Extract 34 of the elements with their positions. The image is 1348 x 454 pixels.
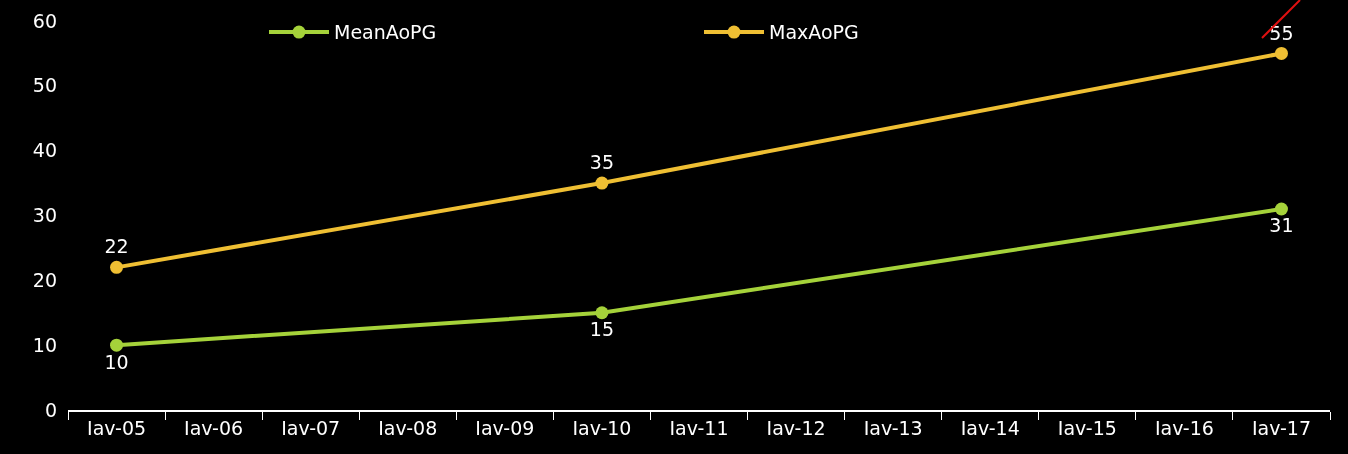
x-tick-label: Iav-11 bbox=[669, 416, 729, 439]
x-tick-label: Iav-14 bbox=[960, 416, 1020, 439]
point bbox=[110, 338, 124, 352]
data-label: 15 bbox=[589, 318, 615, 341]
point bbox=[595, 306, 609, 320]
y-tick-label: 30 bbox=[32, 204, 57, 227]
x-tick-label: Iav-05 bbox=[87, 416, 147, 439]
data-label: 35 bbox=[589, 151, 615, 174]
x-tick-label: Iav-15 bbox=[1057, 416, 1117, 439]
y-tick-label: 40 bbox=[32, 139, 57, 162]
data-label: 10 bbox=[104, 350, 129, 373]
point bbox=[110, 260, 124, 274]
point bbox=[1274, 202, 1288, 216]
x-tick-label: Iav-08 bbox=[378, 416, 438, 439]
data-label: 22 bbox=[104, 235, 129, 258]
x-tick-label: Iav-10 bbox=[572, 416, 632, 439]
x-tick-label: Iav-13 bbox=[863, 416, 923, 439]
legend-label: MeanAoPG bbox=[334, 21, 437, 44]
y-tick-label: 50 bbox=[32, 74, 57, 97]
x-tick-label: Iav-06 bbox=[184, 416, 244, 439]
y-tick-label: 0 bbox=[44, 398, 57, 421]
x-tick-label: Iav-16 bbox=[1154, 416, 1214, 439]
data-label: 55 bbox=[1269, 21, 1294, 44]
y-tick-label: 10 bbox=[32, 333, 57, 356]
point bbox=[1274, 46, 1288, 60]
y-tick-label: 20 bbox=[32, 268, 57, 291]
legend-label: MaxAoPG bbox=[769, 21, 859, 44]
x-tick-label: Iav-12 bbox=[766, 416, 826, 439]
y-tick-label: 60 bbox=[32, 9, 57, 32]
data-label: 31 bbox=[1269, 214, 1294, 237]
point bbox=[595, 176, 609, 190]
x-tick-label: Iav-07 bbox=[281, 416, 341, 439]
x-tick-label: Iav-09 bbox=[475, 416, 535, 439]
x-tick-label: Iav-17 bbox=[1251, 416, 1311, 439]
